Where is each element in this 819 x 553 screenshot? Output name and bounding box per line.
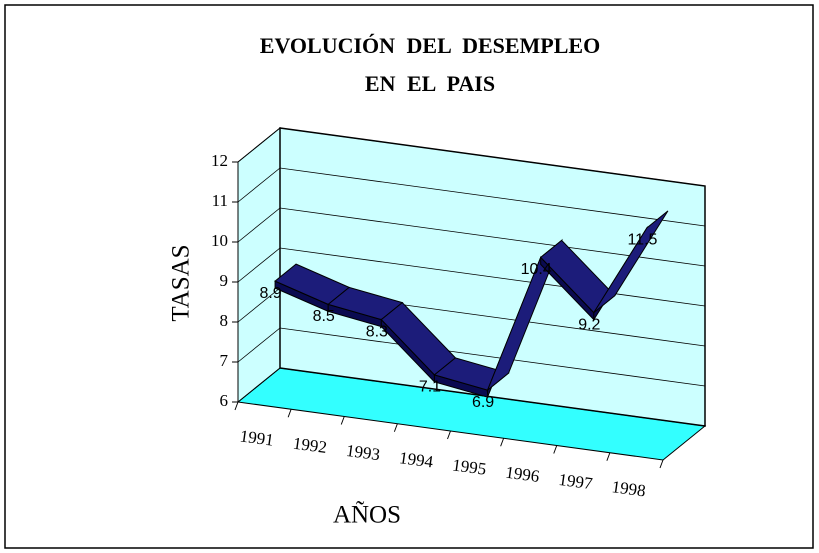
- x-tick: [287, 409, 292, 418]
- x-tick: [659, 459, 664, 469]
- data-label: 8.3: [366, 323, 388, 340]
- y-tick-label: 7: [220, 351, 229, 370]
- x-axis-label: AÑOS: [333, 501, 401, 529]
- ribbon-top: [593, 210, 669, 314]
- y-tick-label: 10: [211, 231, 228, 250]
- x-tick: [340, 416, 345, 425]
- x-tick-label: 1993: [345, 441, 381, 464]
- x-tick-label: 1994: [398, 448, 435, 472]
- y-tick-label: 12: [211, 151, 228, 170]
- x-tick-label: 1991: [239, 426, 275, 449]
- x-tick-label: 1998: [611, 477, 647, 500]
- x-tick-label: 1995: [451, 455, 487, 478]
- x-tick: [393, 423, 398, 432]
- x-tick-label: 1992: [292, 434, 328, 457]
- data-label: 6.9: [472, 394, 494, 411]
- data-label: 11.5: [627, 232, 657, 249]
- data-label: 8.5: [313, 308, 335, 325]
- grid-line: [237, 127, 706, 187]
- chart-title: EVOLUCIÓN DEL DESEMPLEO: [260, 33, 600, 58]
- data-label: 8.9: [259, 285, 281, 302]
- y-tick-label: 9: [220, 271, 229, 290]
- data-label: 10.4: [521, 261, 552, 278]
- y-tick-label: 6: [220, 391, 229, 410]
- x-tick: [500, 438, 505, 447]
- x-tick: [606, 452, 611, 461]
- y-axis-label: TASAS: [168, 244, 195, 321]
- x-tick: [447, 430, 451, 440]
- x-tick-label: 1996: [504, 463, 540, 486]
- data-label: 9.2: [578, 316, 600, 333]
- grid-line: [237, 367, 706, 427]
- grid-line: [237, 327, 706, 387]
- y-tick-label: 11: [212, 191, 228, 210]
- grid-line: [237, 167, 706, 227]
- x-tick: [234, 401, 239, 411]
- data-label: 7.1: [419, 379, 441, 396]
- x-tick-label: 1997: [557, 470, 594, 494]
- y-tick-label: 8: [220, 311, 229, 330]
- chart-title: EN EL PAIS: [365, 71, 495, 96]
- x-tick: [553, 445, 558, 454]
